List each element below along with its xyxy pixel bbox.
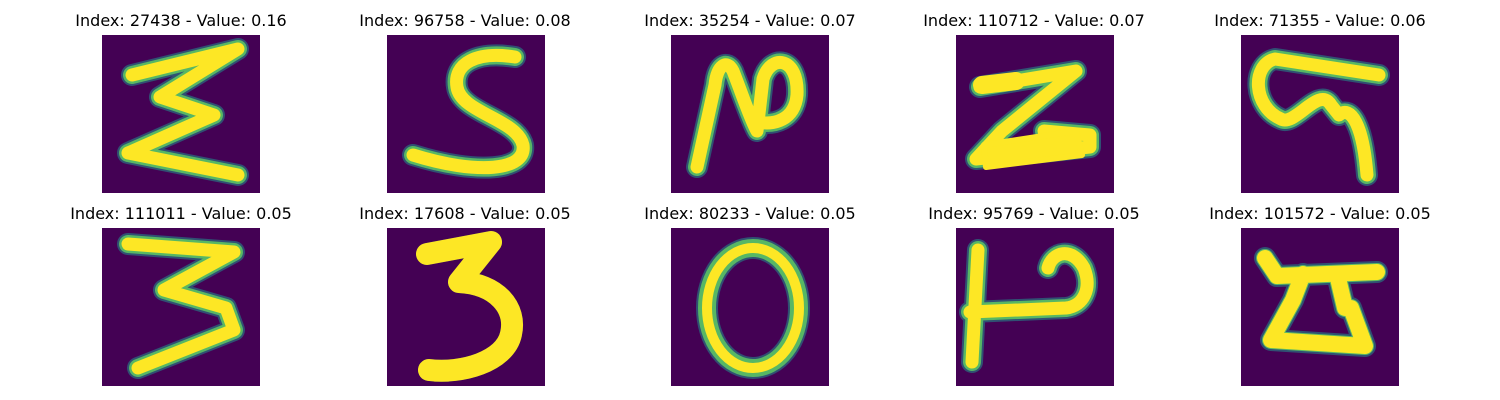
panel-title: Index: 17608 - Value: 0.05 — [359, 204, 571, 223]
digit-image-panel — [956, 35, 1114, 193]
handwritten-digit-image — [959, 239, 1099, 373]
digit-image-panel — [387, 35, 545, 193]
handwritten-digit-image — [696, 237, 810, 379]
panel-title: Index: 96758 - Value: 0.08 — [359, 11, 571, 30]
handwritten-digit-image — [686, 51, 809, 178]
digit-image-panel — [102, 35, 260, 193]
handwritten-digit-image — [1247, 48, 1390, 186]
panel-title: Index: 111011 - Value: 0.05 — [70, 204, 292, 223]
panel-title: Index: 95769 - Value: 0.05 — [928, 204, 1140, 223]
panel-title: Index: 27438 - Value: 0.16 — [75, 11, 287, 30]
digit-image-panel — [1241, 228, 1399, 386]
digit-image-panel — [671, 35, 829, 193]
handwritten-digit-image — [416, 231, 524, 382]
digit-image-panel — [102, 228, 260, 386]
digit-image-panel — [671, 228, 829, 386]
digit-image-panel — [387, 228, 545, 386]
handwritten-digit-image — [1254, 247, 1388, 357]
handwritten-digit-image — [965, 60, 1101, 170]
handwritten-digit-image — [117, 38, 249, 186]
panel-title: Index: 71355 - Value: 0.06 — [1214, 11, 1426, 30]
panel-title: Index: 101572 - Value: 0.05 — [1209, 204, 1431, 223]
digit-image-panel — [956, 228, 1114, 386]
handwritten-digit-image — [402, 44, 535, 179]
digit-image-panel — [1241, 35, 1399, 193]
panel-title: Index: 35254 - Value: 0.07 — [644, 11, 856, 30]
panel-title: Index: 80233 - Value: 0.05 — [644, 204, 856, 223]
panel-title: Index: 110712 - Value: 0.07 — [923, 11, 1145, 30]
handwritten-digit-image — [117, 233, 245, 379]
